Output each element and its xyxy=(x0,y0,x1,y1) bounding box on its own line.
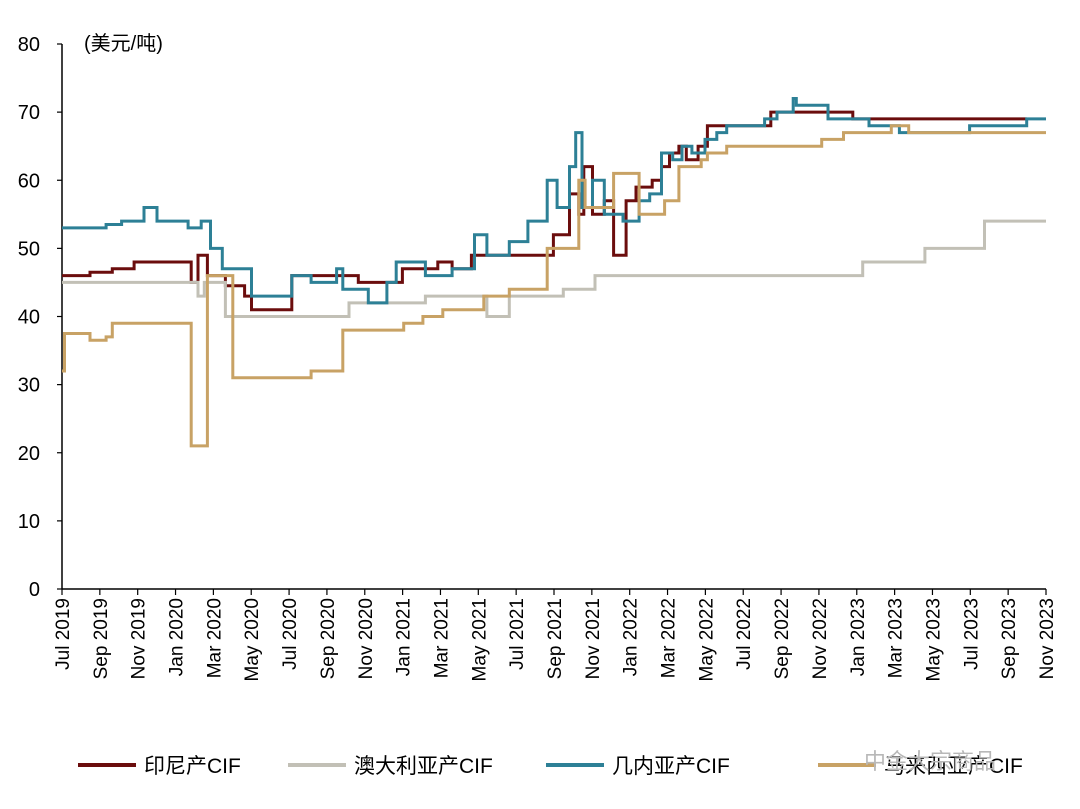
x-tick-label: Jul 2020 xyxy=(280,598,301,670)
y-tick-label: 30 xyxy=(18,375,40,397)
x-tick-label: May 2021 xyxy=(469,598,490,681)
x-tick-label: Jan 2021 xyxy=(394,598,415,676)
y-tick-label: 10 xyxy=(18,511,40,533)
unit-label: (美元/吨) xyxy=(84,32,163,55)
x-tick-label: Jan 2022 xyxy=(621,598,642,676)
x-tick-label: Sep 2023 xyxy=(999,598,1020,679)
legend-label: 印尼产CIF xyxy=(144,755,241,778)
x-tick-label: Mar 2022 xyxy=(659,598,680,678)
x-tick-label: Sep 2021 xyxy=(545,598,566,679)
y-tick-label: 20 xyxy=(18,443,40,465)
x-tick-label: Jul 2023 xyxy=(961,598,982,670)
watermark-text: 中金大宗商品 xyxy=(864,749,996,774)
legend-label: 澳大利亚产CIF xyxy=(354,755,493,778)
y-tick-group: 0 10 20 30 40 50 60 70 80 xyxy=(18,34,62,601)
x-tick-label: Nov 2019 xyxy=(129,598,150,679)
x-tick-label: Sep 2019 xyxy=(91,598,112,679)
y-tick-label: 70 xyxy=(18,102,40,124)
y-tick-label: 40 xyxy=(18,307,40,329)
x-tick-label: Sep 2020 xyxy=(318,598,339,679)
series-lines xyxy=(62,97,1046,448)
series-line-1 xyxy=(62,219,1046,318)
x-tick-group: Jul 2019 Sep 2019 Nov 2019 Jan 2020 Mar 2020… xyxy=(53,589,1058,681)
legend-label: 马来西亚产CIF xyxy=(884,755,1023,778)
x-tick-label: Nov 2023 xyxy=(1037,598,1058,679)
x-tick-label: Nov 2022 xyxy=(810,598,831,679)
x-tick-label: May 2022 xyxy=(696,598,717,681)
y-tick-label: 50 xyxy=(18,238,40,260)
x-tick-label: May 2023 xyxy=(923,598,944,681)
x-tick-label: Jul 2019 xyxy=(53,598,74,670)
x-tick-label: May 2020 xyxy=(242,598,263,681)
y-tick-label: 0 xyxy=(29,579,40,601)
series-line-3 xyxy=(62,124,1046,448)
x-tick-label: Mar 2020 xyxy=(204,598,225,678)
x-tick-label: Jan 2020 xyxy=(167,598,188,676)
x-tick-label: Nov 2020 xyxy=(356,598,377,679)
x-tick-label: Jul 2022 xyxy=(734,598,755,670)
series-line-2 xyxy=(62,97,1046,305)
x-tick-label: Jul 2021 xyxy=(507,598,528,670)
x-tick-label: Sep 2022 xyxy=(772,598,793,679)
chart-legend: 印尼产CIF 澳大利亚产CIF 几内亚产CIF 马来西亚产CIF xyxy=(78,755,1023,778)
x-tick-label: Jan 2023 xyxy=(848,598,869,676)
y-tick-label: 80 xyxy=(18,34,40,56)
y-tick-label: 60 xyxy=(18,170,40,192)
series-line-0 xyxy=(62,110,1027,312)
x-tick-label: Nov 2021 xyxy=(583,598,604,679)
x-tick-label: Mar 2021 xyxy=(431,598,452,678)
x-tick-label: Mar 2023 xyxy=(886,598,907,678)
legend-label: 几内亚产CIF xyxy=(612,755,730,778)
